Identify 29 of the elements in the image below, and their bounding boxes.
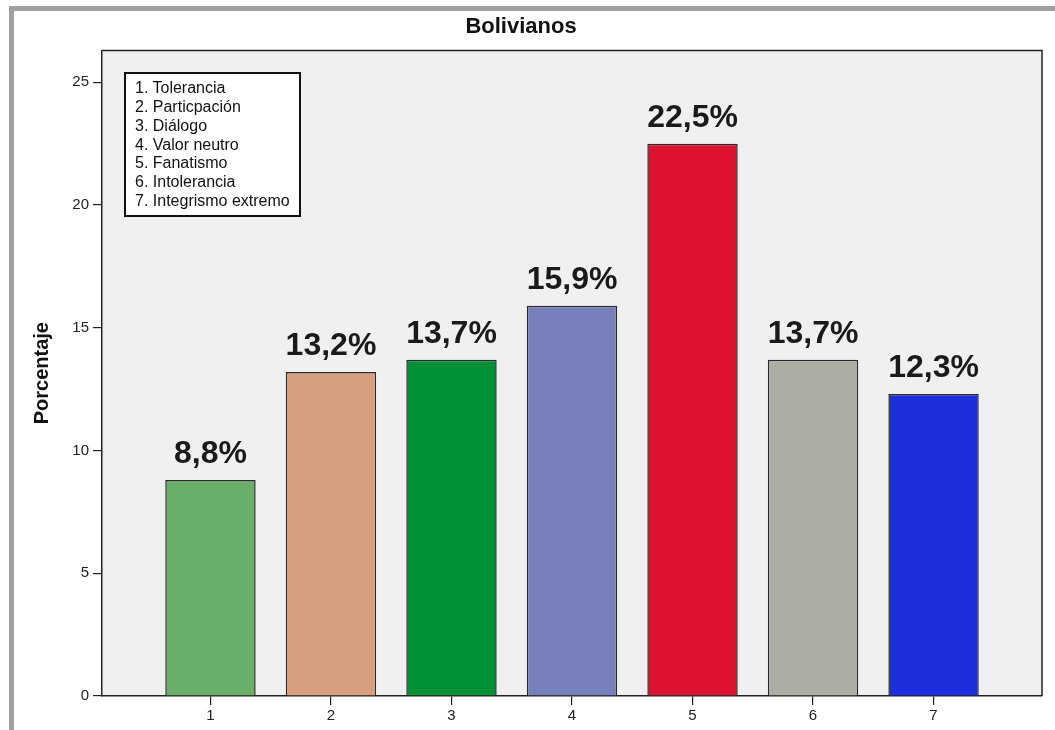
x-tick-label: 7 xyxy=(929,706,938,724)
annotation: 6. Intolerancia xyxy=(135,172,236,192)
annotation: 5. Fanatismo xyxy=(135,154,228,173)
data-label: 12,3% xyxy=(888,348,979,385)
data-label: 13,7% xyxy=(767,313,859,350)
y-tick-label: 15 xyxy=(72,317,89,335)
x-tick-label: 2 xyxy=(326,706,336,724)
annotation: 1. Tolerancia xyxy=(135,79,226,99)
chart-title: Bolivianos xyxy=(465,13,577,39)
y-tick-label: 25 xyxy=(72,72,89,90)
y-tick-label: 10 xyxy=(72,440,89,458)
y-tick-label: 5 xyxy=(80,563,89,581)
annotation: 7. Integrismo extremo xyxy=(135,191,290,211)
x-tick-label: 4 xyxy=(567,706,577,724)
x-tick-label: 3 xyxy=(447,706,456,724)
data-label: 22,5% xyxy=(647,97,738,134)
data-label: 15,9% xyxy=(526,259,618,296)
y-tick-label: 0 xyxy=(80,686,89,704)
y-axis-title: Porcentaje xyxy=(29,322,52,425)
data-label: 13,7% xyxy=(406,313,497,350)
annotation: 3. Diálogo xyxy=(135,116,208,136)
y-tick-label: 20 xyxy=(72,195,89,213)
data-label: 8,8% xyxy=(173,433,247,470)
x-tick-label: 1 xyxy=(206,706,215,724)
data-label: 13,2% xyxy=(285,325,377,362)
annotation: 2. Particpación xyxy=(135,98,241,117)
x-tick-label: 6 xyxy=(808,706,818,724)
annotation: 4. Valor neutro xyxy=(135,135,239,155)
x-tick-label: 5 xyxy=(688,706,697,724)
